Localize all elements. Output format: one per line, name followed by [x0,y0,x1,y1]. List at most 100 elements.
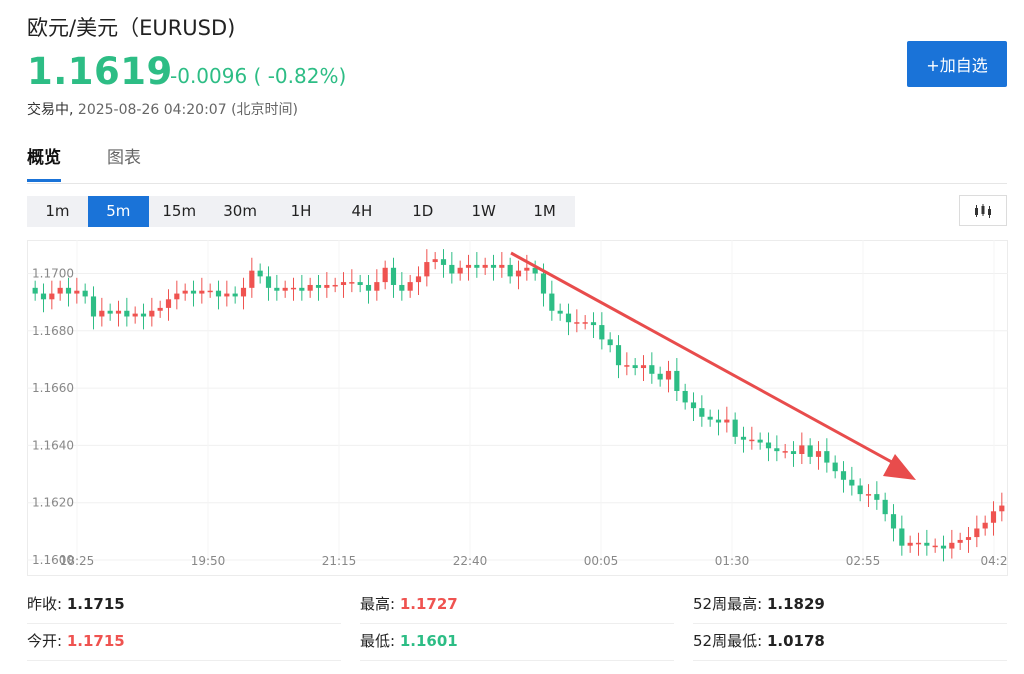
candle [665,360,672,393]
interval-1h[interactable]: 1H [290,202,312,220]
x-tick-label: 04:2 [981,554,1008,568]
candle [899,515,905,556]
candle [574,309,580,333]
add-to-watchlist-button[interactable]: +加自选 [907,41,1007,87]
candle [774,435,780,462]
candle [849,466,855,496]
candle [165,289,172,321]
candle [815,441,822,470]
candle [182,283,188,301]
timezone-label: (北京时间) [231,102,298,118]
price-change: -0.0096 ( -0.82%) [170,64,347,88]
candle [515,260,522,290]
open-label: 今开: [27,632,63,650]
candle [790,441,797,467]
candle [907,535,913,553]
x-tick-label: 00:05 [584,554,619,568]
week52-high-cell: 52周最高: 1.1829 [693,587,1007,624]
candle [674,358,680,401]
candle [640,355,647,381]
week52-high-label: 52周最高: [693,595,763,613]
candle [799,432,805,465]
high-cell: 最高: 1.1727 [360,587,674,624]
candle [32,280,38,301]
interval-15m[interactable]: 15m [162,202,197,220]
interval-4h[interactable]: 4H [351,202,373,220]
candle [174,280,180,310]
candle [307,277,313,298]
candle [374,269,380,301]
chart-type-button[interactable] [959,195,1007,226]
interval-30m[interactable]: 30m [223,202,257,220]
candle [965,527,972,553]
candle [265,266,272,301]
candle [240,277,247,310]
candle [857,478,863,502]
candle [365,274,372,304]
candle [715,409,722,436]
candle [315,274,322,301]
candle [357,274,363,293]
week52-low-value: 1.0178 [766,632,825,650]
candle [124,297,130,327]
current-price: 1.1619 [27,50,173,93]
candle [940,535,947,562]
candle [732,412,738,444]
x-tick-label: 01:30 [715,554,750,568]
candle [932,538,938,553]
candle [507,257,513,284]
interval-selector: 1m 5m 15m 30m 1H 4H 1D 1W 1M [27,196,575,227]
candle [740,426,747,453]
candle [765,432,772,462]
candle [532,260,538,281]
tab-overview[interactable]: 概览 [27,146,61,182]
candle [699,395,705,427]
y-tick-label: 1.1640 [32,438,74,452]
stats-row: 今开: 1.1715 最低: 1.1601 52周最低: 1.0178 [27,624,1007,661]
interval-5m[interactable]: 5m [87,196,149,227]
candle [649,352,655,384]
candle [615,335,622,379]
candle [215,280,222,310]
low-label: 最低: [360,632,396,650]
candle [332,277,338,293]
x-tick-label: 18:25 [60,554,95,568]
candle [424,249,430,287]
candle [57,280,63,301]
tab-bar: 概览 图表 [27,146,1007,184]
candle [299,274,305,301]
candle [974,515,980,548]
candle [882,492,888,522]
interval-1d[interactable]: 1D [412,202,434,220]
candle [349,269,355,293]
x-tick-label: 19:50 [191,554,226,568]
candle [415,266,422,295]
candle [407,274,413,298]
interval-1w[interactable]: 1W [471,202,496,220]
price-chart[interactable]: 1.1700 1.1680 1.1660 1.1640 1.1620 1.1600 18:… [27,240,1008,576]
prev-close-value: 1.1715 [66,595,125,613]
candle [582,315,588,330]
x-tick-label: 21:15 [322,554,357,568]
candle [890,504,897,542]
low-value: 1.1601 [399,632,458,650]
tab-charts[interactable]: 图表 [107,148,141,168]
y-tick-label: 1.1620 [32,496,74,510]
interval-1mo[interactable]: 1M [533,202,556,220]
candle [915,532,922,556]
week52-high-value: 1.1829 [766,595,825,613]
candle [474,252,480,278]
low-cell: 最低: 1.1601 [360,624,674,661]
candle [757,432,763,450]
quote-timestamp: 2025-08-26 04:20:07 [77,102,227,118]
candle [490,254,497,281]
candle [40,283,47,313]
candle [874,481,880,510]
candle [999,492,1005,522]
interval-1m[interactable]: 1m [45,202,70,220]
candle [99,297,105,327]
candle [590,312,597,338]
trend-arrow [510,251,916,480]
candle [482,257,488,275]
candle [707,409,713,427]
